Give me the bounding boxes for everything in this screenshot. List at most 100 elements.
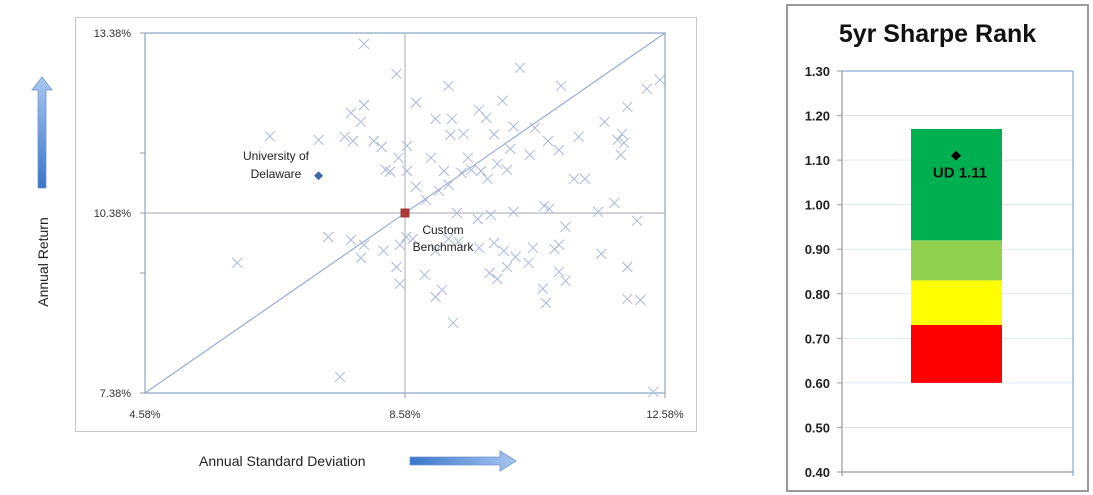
peer-x-marker [654, 74, 666, 86]
peer-x-marker [443, 179, 454, 191]
peer-x-marker [543, 203, 555, 215]
peer-x-marker [497, 95, 508, 107]
peer-x-marker [608, 197, 620, 209]
peer-x-marker [443, 80, 454, 92]
peer-x-marker [504, 143, 516, 155]
peer-x-marker [488, 237, 500, 249]
peer-x-marker [462, 152, 474, 164]
peer-x-marker [542, 135, 554, 147]
sharpe-y-tick-label: 1.20 [805, 109, 830, 124]
peer-x-marker [538, 200, 550, 212]
peer-x-marker [621, 293, 633, 305]
sharpe-y-ticks: 1.30 1.20 1.10 1.00 0.90 0.80 0.70 0.60 0.50 0.40 [805, 64, 842, 480]
sharpe-rank-title: 5yr Sharpe Rank [838, 20, 1037, 48]
university-label-line1: University of [243, 149, 310, 163]
sharpe-y-tick-label: 1.00 [805, 198, 830, 213]
peer-x-marker [579, 173, 591, 185]
peer-x-marker [322, 231, 334, 243]
peer-x-marker [380, 164, 391, 176]
benchmark-label-line2: Benchmark [413, 240, 475, 254]
peer-x-marker [573, 131, 584, 143]
peer-x-marker [475, 165, 487, 177]
peer-x-marker [618, 137, 630, 149]
peer-x-marker [647, 386, 659, 398]
peer-x-marker [553, 266, 565, 278]
peer-x-marker [456, 167, 467, 179]
peer-x-marker [553, 239, 565, 251]
risk-return-scatter-plot: 13.38% 10.38% 7.38% 4.58% 8.58% 12.58% U… [31, 28, 684, 472]
x-axis-title: Annual Standard Deviation [199, 453, 366, 469]
benchmark-label-line1: Custom [422, 223, 463, 237]
peer-x-marker [433, 185, 445, 197]
peer-x-marker [568, 173, 580, 185]
peer-x-marker [480, 112, 492, 123]
peer-x-marker [420, 194, 432, 206]
y-tick-label: 7.38% [100, 388, 131, 400]
peer-x-marker [394, 278, 406, 290]
y-axis-title: Annual Return [35, 217, 51, 307]
y-tick-label: 13.38% [94, 28, 132, 40]
peer-x-marker [358, 99, 370, 111]
peer-x-marker [445, 129, 456, 141]
sharpe-y-tick-label: 0.60 [805, 376, 830, 391]
peer-x-marker [358, 239, 370, 251]
peer-x-marker [485, 209, 497, 221]
x-tick-label: 4.58% [129, 409, 160, 421]
peer-x-marker [501, 164, 513, 176]
peer-x-marker [401, 165, 413, 177]
sharpe-y-tick-label: 1.10 [805, 153, 830, 168]
university-label-line2: Delaware [251, 167, 302, 181]
peer-x-marker [443, 233, 454, 245]
sharpe-range-yellow [911, 280, 1002, 325]
peer-x-marker [231, 257, 243, 269]
peer-x-marker [634, 294, 646, 306]
peer-x-marker [641, 83, 653, 95]
peer-x-marker [555, 80, 567, 92]
peer-x-marker [393, 152, 404, 164]
peer-x-marker [501, 261, 513, 273]
sharpe-y-tick-label: 0.40 [805, 465, 830, 480]
peer-x-marker [498, 245, 510, 257]
peer-x-marker [425, 152, 437, 164]
peer-x-marker [313, 134, 324, 146]
peer-x-marker [615, 149, 627, 161]
peer-x-marker [458, 128, 469, 140]
peer-x-marker [527, 242, 539, 254]
peer-x-marker [508, 121, 519, 132]
sharpe-y-tick-label: 0.90 [805, 242, 830, 257]
peer-x-marker [491, 158, 503, 170]
peer-x-marker [452, 236, 464, 248]
peer-x-marker [355, 252, 367, 264]
peer-x-marker [599, 116, 610, 128]
peer-x-marker [447, 317, 459, 329]
sharpe-range-light-green [911, 240, 1002, 281]
sharpe-y-tick-label: 0.50 [805, 420, 830, 435]
university-diamond-marker [314, 171, 324, 181]
peer-x-marker [484, 267, 495, 279]
peer-x-marker [345, 107, 357, 119]
ud-sharpe-label: UD 1.11 [933, 165, 987, 182]
peer-x-marker [510, 251, 521, 263]
peer-x-marker [514, 62, 526, 74]
peer-x-marker [616, 128, 628, 140]
sharpe-y-tick-label: 1.30 [805, 64, 830, 79]
sharpe-y-tick-label: 0.80 [805, 287, 830, 302]
risk-return-chart-frame [75, 17, 697, 432]
peer-x-marker [410, 181, 422, 192]
y-axis-up-arrow-icon [31, 76, 53, 189]
peer-x-marker [400, 231, 412, 243]
peer-x-marker [560, 221, 571, 233]
peer-x-marker [592, 206, 604, 218]
peer-x-marker [523, 257, 534, 269]
peer-x-marker [339, 131, 350, 143]
peer-x-marker [378, 245, 389, 257]
peer-x-marker [264, 130, 276, 142]
peer-x-marker [376, 141, 387, 153]
benchmark-square-marker [400, 208, 410, 218]
x-axis-right-arrow-icon [409, 450, 517, 472]
peer-x-marker [491, 273, 503, 285]
peer-x-marker [488, 129, 500, 140]
peer-x-marker [482, 173, 493, 185]
peer-x-marker [436, 284, 448, 296]
peer-x-marker [347, 135, 359, 147]
